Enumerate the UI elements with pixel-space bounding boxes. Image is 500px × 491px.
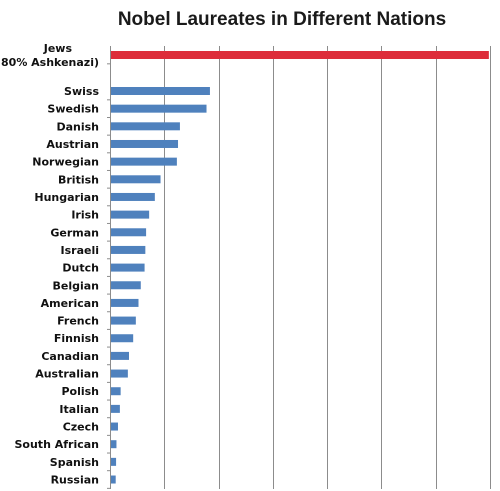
gridlines — [164, 46, 491, 489]
category-label: American — [41, 297, 99, 310]
bar — [111, 228, 147, 237]
category-label: Swedish — [47, 103, 99, 116]
bar — [111, 422, 118, 431]
category-label: Danish — [56, 120, 99, 133]
category-label: Dutch — [62, 262, 99, 275]
category-label: Israeli — [61, 244, 100, 257]
category-label: Spanish — [50, 456, 99, 469]
bar — [111, 245, 146, 254]
category-axis — [107, 46, 111, 489]
category-label: South African — [15, 438, 100, 451]
bar — [111, 139, 179, 148]
category-label: Polish — [61, 385, 99, 398]
category-label: Czech — [63, 421, 99, 434]
category-label: British — [58, 173, 99, 186]
bar — [111, 298, 139, 307]
bar — [111, 440, 117, 449]
bar — [111, 157, 177, 166]
bar — [111, 104, 207, 113]
bar — [111, 122, 180, 131]
bar — [111, 404, 120, 413]
bars — [111, 51, 489, 484]
category-label: (~80% Ashkenazi) — [0, 56, 99, 69]
bar — [111, 210, 150, 219]
bar — [111, 457, 117, 466]
category-label: Norwegian — [32, 156, 99, 169]
bar — [111, 87, 210, 95]
bar — [111, 281, 141, 290]
bar — [111, 475, 116, 484]
bar — [111, 351, 129, 360]
bar — [111, 51, 489, 59]
bar — [111, 175, 161, 184]
bar — [111, 387, 121, 396]
category-label: Jews — [43, 42, 73, 55]
category-label: Irish — [71, 209, 99, 222]
bar — [111, 369, 128, 378]
category-label: Canadian — [41, 350, 99, 363]
category-labels: Jews(~80% Ashkenazi) Swiss Swedish Danish Au… — [0, 42, 99, 487]
category-label: Hungarian — [34, 191, 99, 204]
bar — [111, 192, 155, 201]
category-label: Swiss — [64, 85, 99, 98]
category-label: Russian — [51, 474, 99, 487]
category-label: German — [50, 226, 99, 239]
bar — [111, 334, 134, 343]
bar — [111, 263, 145, 272]
category-label: Austrian — [46, 138, 99, 151]
bar — [111, 316, 136, 325]
chart-title: Nobel Laureates in Different Nations — [118, 9, 446, 30]
category-label: Belgian — [52, 279, 99, 292]
category-label: Finnish — [54, 332, 99, 345]
category-label: Italian — [59, 403, 99, 416]
category-label: French — [57, 315, 99, 328]
category-label: Australian — [35, 368, 99, 381]
